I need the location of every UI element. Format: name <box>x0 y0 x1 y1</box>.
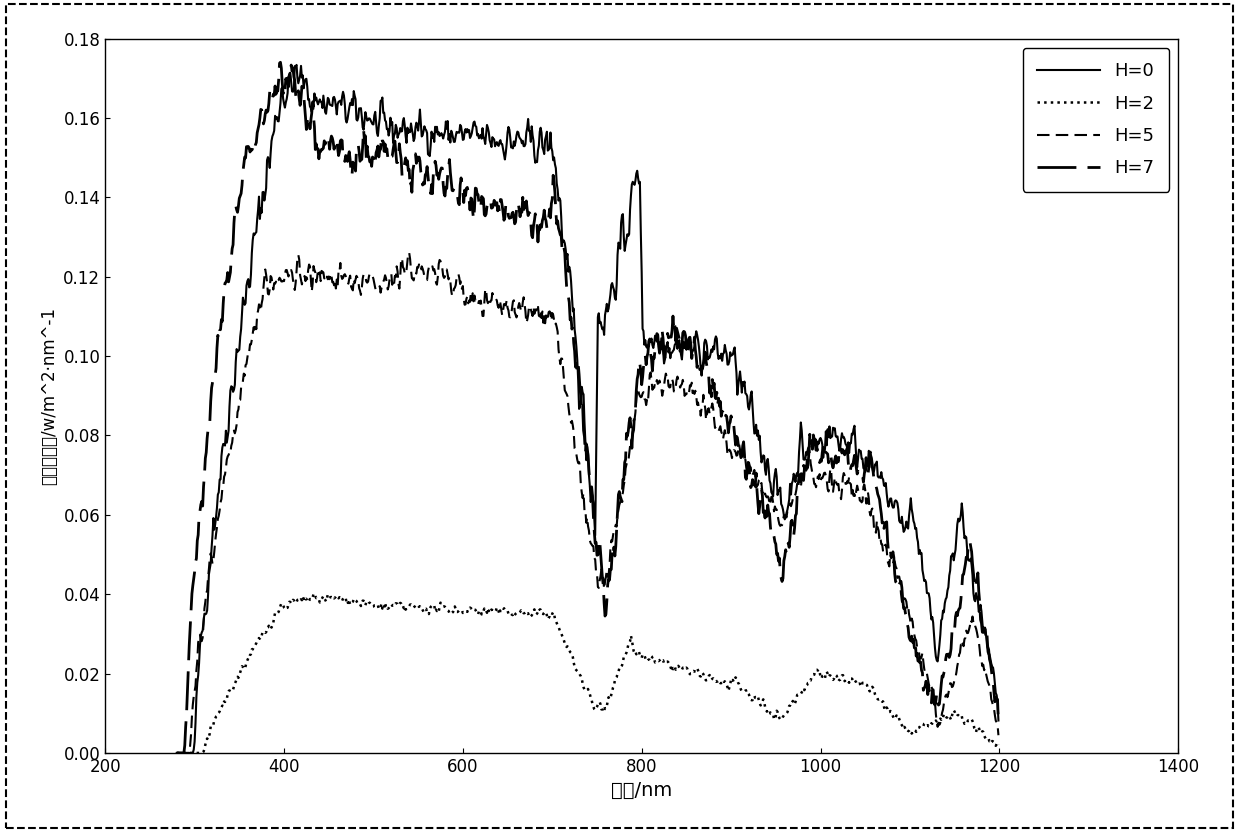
Y-axis label: 辐照差异值/w/m^2·nm^-1: 辐照差异值/w/m^2·nm^-1 <box>40 307 58 485</box>
H=0 <box>544 142 559 152</box>
H=5 <box>170 748 185 758</box>
H=0 <box>309 92 323 102</box>
Line: H=0: H=0 <box>177 65 999 753</box>
H=5 <box>484 295 499 305</box>
H=2 <box>309 593 323 603</box>
H=0 <box>461 127 476 137</box>
H=7 <box>991 718 1006 728</box>
H=2 <box>307 588 322 598</box>
H=5 <box>726 448 741 458</box>
H=0 <box>484 142 499 152</box>
H=0 <box>991 716 1006 726</box>
H=5 <box>401 248 416 258</box>
H=7 <box>726 415 741 425</box>
Line: H=2: H=2 <box>177 593 999 753</box>
H=2 <box>991 740 1006 750</box>
Legend: H=0, H=2, H=5, H=7: H=0, H=2, H=5, H=7 <box>1022 47 1170 192</box>
H=7 <box>170 748 185 758</box>
H=7 <box>461 187 476 197</box>
H=0 <box>289 60 304 70</box>
H=7 <box>544 198 559 208</box>
H=5 <box>307 267 322 277</box>
Line: H=7: H=7 <box>177 62 999 753</box>
H=7 <box>766 528 781 538</box>
H=7 <box>273 57 287 67</box>
H=2 <box>170 748 185 758</box>
H=5 <box>544 316 559 326</box>
H=2 <box>484 605 499 615</box>
H=0 <box>766 491 781 501</box>
H=0 <box>726 349 741 359</box>
H=5 <box>991 730 1006 740</box>
H=7 <box>309 139 323 149</box>
H=2 <box>766 709 781 719</box>
X-axis label: 波长/nm: 波长/nm <box>611 781 673 800</box>
Line: H=5: H=5 <box>177 253 999 753</box>
H=5 <box>766 498 781 508</box>
H=5 <box>461 299 476 309</box>
H=2 <box>461 604 476 614</box>
H=0 <box>170 748 185 758</box>
H=2 <box>544 613 559 623</box>
H=2 <box>726 675 741 685</box>
H=7 <box>484 203 499 213</box>
